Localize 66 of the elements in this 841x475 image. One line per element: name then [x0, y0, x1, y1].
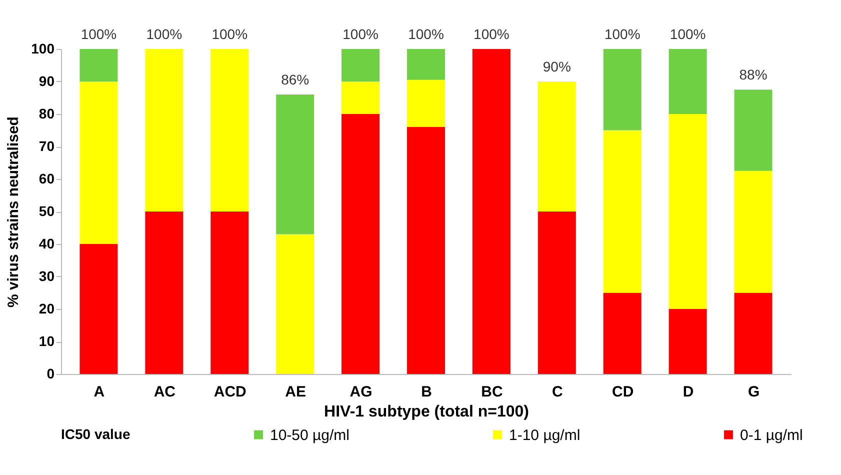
y-axis-title: % virus strains neutralised	[5, 116, 22, 308]
x-tick-label: B	[421, 384, 432, 400]
y-tick-label: 30	[38, 268, 55, 284]
legend-label: 10-50 µg/ml	[270, 426, 350, 444]
total-label: 100%	[408, 26, 444, 42]
bar	[145, 212, 184, 374]
total-label: 88%	[739, 66, 768, 83]
x-tick-label: D	[682, 384, 694, 400]
total-label: 100%	[146, 26, 182, 42]
x-tick-label: G	[748, 384, 760, 400]
bar	[472, 49, 510, 374]
total-label: 100%	[670, 26, 706, 42]
y-tick-label: 0	[46, 366, 55, 382]
x-tick-label: AC	[154, 384, 176, 400]
y-tick-label: 70	[38, 138, 55, 154]
y-tick-label: 10	[38, 333, 55, 349]
bar	[538, 212, 576, 374]
x-tick-label: C	[552, 384, 563, 400]
bar	[603, 292, 642, 374]
y-tick-label: 20	[38, 300, 55, 316]
y-tick-label: 40	[38, 236, 55, 252]
total-label: 90%	[542, 58, 571, 74]
x-axis-title: HIV-1 subtype (total n=100)	[324, 404, 529, 420]
bar	[603, 49, 642, 130]
bar	[407, 80, 445, 127]
x-tick-label: ACD	[214, 384, 247, 400]
bar	[276, 94, 314, 234]
y-tick-label: 50	[38, 203, 55, 219]
x-tick-label: AE	[285, 384, 306, 400]
bar	[342, 114, 380, 374]
total-label: 100%	[80, 26, 117, 42]
y-tick-label: 80	[38, 106, 55, 122]
bar	[80, 244, 118, 374]
total-label: 100%	[474, 26, 510, 42]
legend-label: 0-1 µg/ml	[740, 426, 803, 444]
bar	[668, 309, 707, 374]
bar	[538, 82, 576, 212]
legend-label: 1-10 µg/ml	[509, 426, 580, 444]
total-label: 86%	[281, 72, 310, 88]
bar	[668, 114, 707, 309]
bar	[342, 82, 380, 114]
x-tick-label: A	[94, 384, 105, 400]
bar	[145, 49, 184, 212]
bar	[210, 49, 249, 212]
bar	[603, 130, 642, 293]
total-label: 100%	[212, 26, 248, 42]
bar	[80, 82, 118, 244]
x-tick-label: BC	[481, 384, 503, 400]
bar	[734, 90, 772, 171]
bar	[668, 49, 707, 114]
bar	[734, 292, 772, 374]
x-tick-label: CD	[612, 384, 634, 400]
legend-title: IC50 value	[61, 426, 130, 442]
bar	[210, 212, 249, 374]
y-tick-label: 100	[31, 40, 55, 56]
bar	[407, 127, 445, 374]
bar	[342, 49, 380, 82]
y-tick-label: 90	[38, 73, 55, 89]
bar	[80, 49, 118, 82]
total-label: 100%	[342, 26, 378, 42]
y-tick-label: 60	[38, 170, 55, 186]
x-tick-label: AG	[350, 384, 372, 400]
bar	[734, 170, 772, 293]
bar	[276, 234, 314, 374]
total-label: 100%	[604, 26, 640, 42]
bar	[407, 49, 445, 80]
